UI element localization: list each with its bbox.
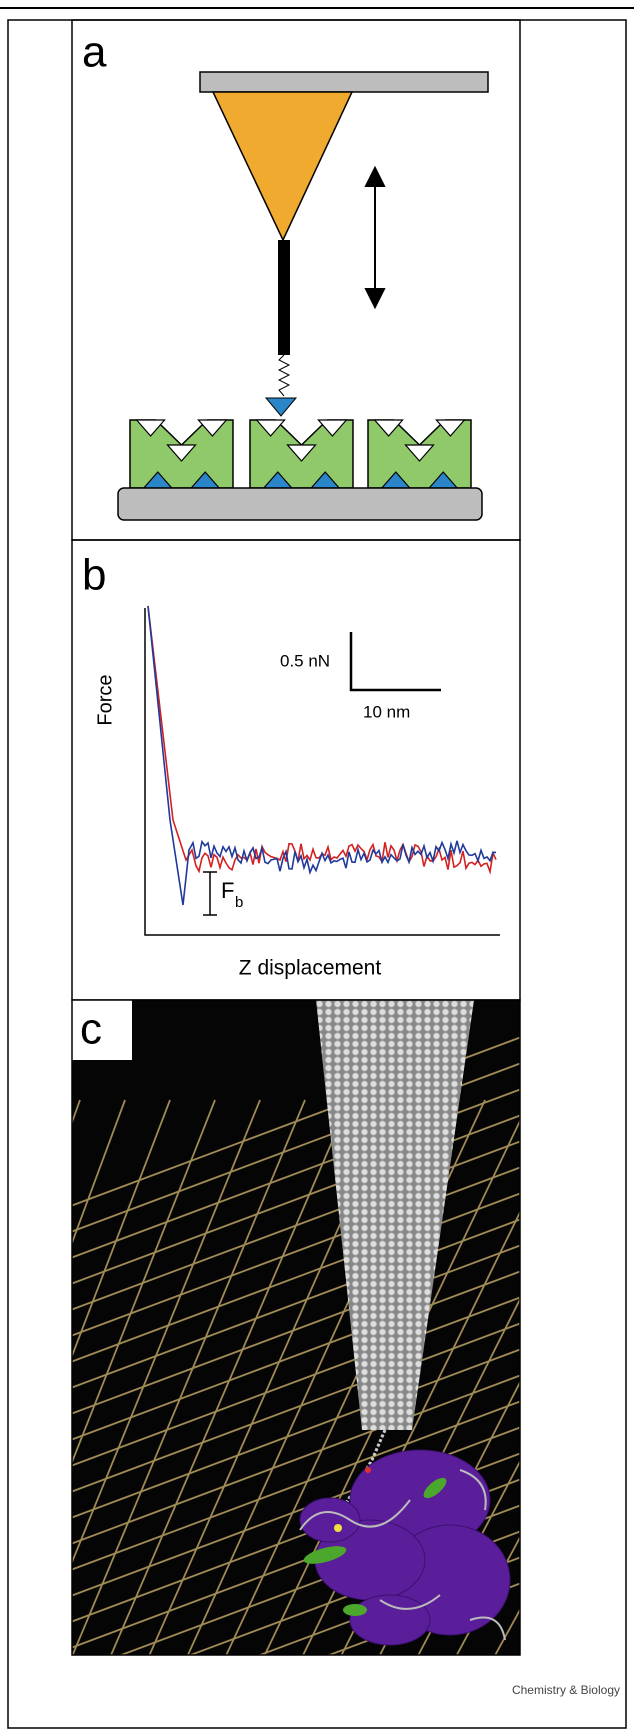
- ligand: [264, 397, 298, 417]
- ligand: [255, 419, 286, 437]
- ligand: [197, 419, 228, 437]
- grid-line: [72, 1322, 520, 1493]
- nanotube: [316, 1000, 474, 1430]
- cantilever: [199, 71, 489, 93]
- fb-bracket: [203, 871, 217, 916]
- protein-loops: [299, 1469, 506, 1641]
- panel-label: b: [82, 551, 106, 600]
- grid-line: [72, 1088, 520, 1259]
- scale-x-label: 10 nm: [363, 702, 410, 721]
- fb-subscript: b: [235, 894, 243, 911]
- grid-line: [72, 1166, 520, 1337]
- grid-line: [72, 1296, 520, 1467]
- tip: [211, 91, 354, 242]
- grid-line: [72, 1374, 520, 1545]
- force-curve: [147, 605, 497, 875]
- grid-line: [72, 1426, 520, 1597]
- ligand: [404, 444, 435, 462]
- scale-bar: [349, 632, 441, 692]
- grid-line: [110, 1099, 351, 1655]
- grid-line: [72, 1099, 171, 1359]
- x-axis-label: Z displacement: [239, 957, 382, 980]
- rod: [278, 240, 290, 355]
- panel-label: a: [82, 28, 107, 77]
- grid-line: [628, 1100, 634, 1690]
- force-curve: [147, 605, 497, 906]
- grid-line: [72, 1099, 81, 1125]
- panel-b: b 0.5 nN 10 nm Force F b Z displacement: [71, 539, 521, 1001]
- grid-line: [72, 1099, 306, 1655]
- ligand: [166, 444, 197, 462]
- panel-frame: [71, 539, 521, 1001]
- grid-line: [72, 1140, 520, 1311]
- grid-line: [72, 1218, 520, 1389]
- grid-line: [72, 1099, 216, 1465]
- ligand: [135, 419, 166, 437]
- linker: [277, 354, 291, 397]
- grid-line: [0, 1100, 35, 1690]
- grid-line: [302, 1210, 520, 1655]
- grid-line: [72, 1099, 126, 1246]
- grid-line: [72, 1192, 520, 1363]
- helices: [303, 1477, 447, 1616]
- grid-line: [72, 1270, 520, 1441]
- axes: [144, 608, 500, 936]
- panel-label: c: [80, 1005, 102, 1054]
- fb-label: F: [221, 878, 234, 903]
- panel-c: c: [0, 999, 634, 1690]
- atom: [365, 1467, 371, 1473]
- double-arrow: [364, 165, 386, 310]
- grid-line: [514, 1100, 634, 1690]
- grid-line: [72, 1400, 520, 1571]
- grid-line: [72, 1244, 520, 1415]
- y-axis-label: Force: [94, 674, 116, 725]
- grid-line: [552, 1100, 634, 1690]
- panel-a: a: [71, 19, 521, 541]
- ligand: [373, 419, 404, 437]
- label-box: [72, 1000, 132, 1060]
- grid-line: [72, 1114, 520, 1285]
- atom: [334, 1524, 342, 1532]
- scale-y-label: 0.5 nN: [280, 651, 330, 670]
- ligand: [286, 444, 317, 462]
- grid-line: [72, 1348, 520, 1519]
- footer: Chemistry & Biology: [512, 1683, 620, 1697]
- ligand: [435, 419, 466, 437]
- panel-frame: [71, 999, 521, 1656]
- ligand: [317, 419, 348, 437]
- grid-line: [590, 1100, 634, 1690]
- grid-line: [72, 1099, 261, 1565]
- substrate: [117, 487, 483, 521]
